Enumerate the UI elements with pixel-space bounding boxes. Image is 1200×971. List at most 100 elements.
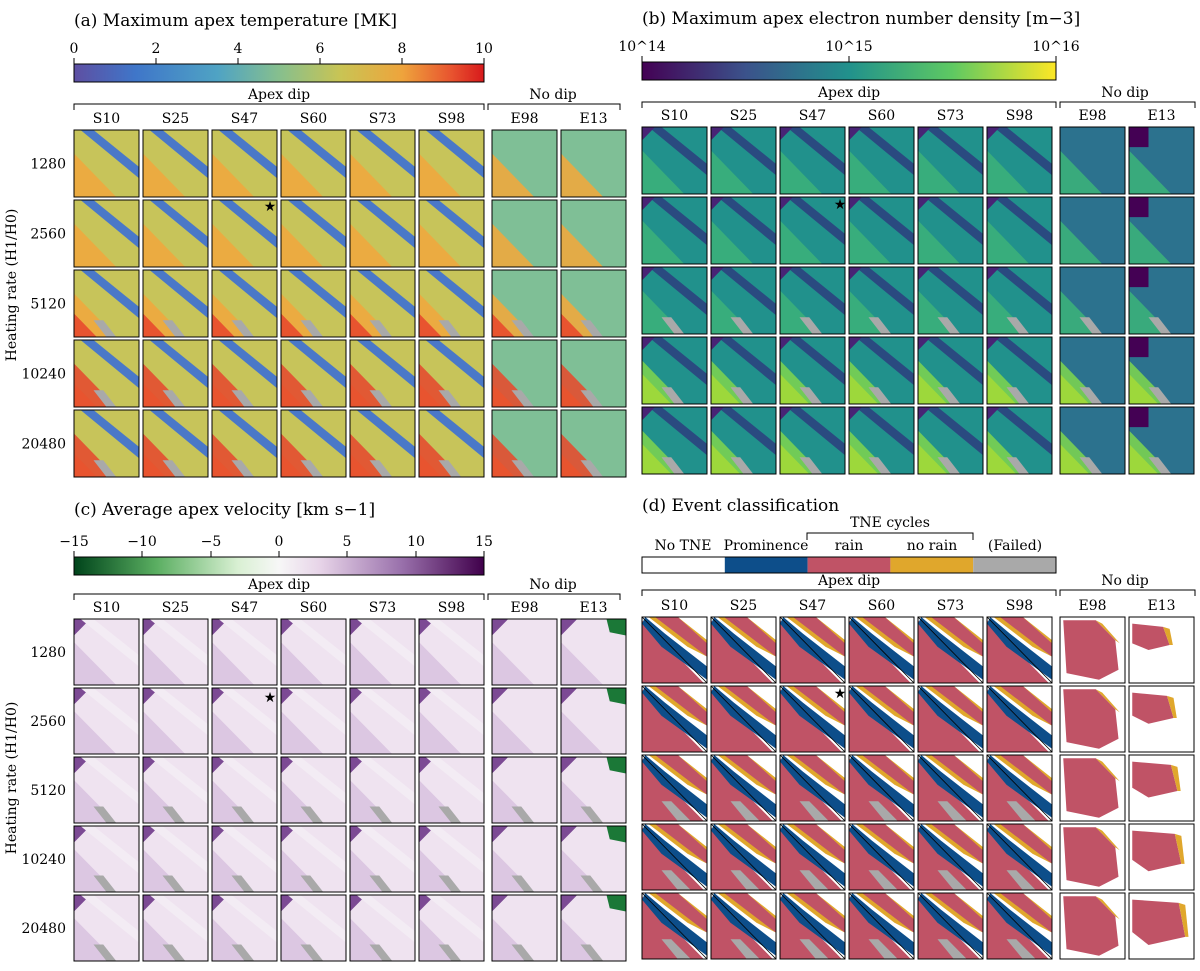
subplot-s25-20480 <box>710 406 777 475</box>
subplot-s10-2560 <box>73 687 140 755</box>
legend-swatch-2 <box>807 557 891 573</box>
subplot-s73-1280 <box>917 126 984 195</box>
subplot-s60-1280 <box>848 616 915 684</box>
subplot-s98-1280 <box>986 126 1053 195</box>
row-label-20480: 20480 <box>21 921 66 937</box>
cb-c-tick-5: 10 <box>407 534 425 550</box>
subplot-s60-20480 <box>280 409 347 478</box>
subplot-s73-20480 <box>917 892 984 960</box>
col-label-e98: E98 <box>1078 108 1106 124</box>
subplot-s47-5120 <box>211 756 278 824</box>
subplot-s73-2560 <box>917 685 984 753</box>
legend-group-bracket <box>806 532 974 540</box>
subplot-e98-1280 <box>491 129 558 198</box>
legend-swatch-3 <box>890 557 974 573</box>
subplot-s73-1280 <box>917 616 984 684</box>
cb-b-tick-0: 10^14 <box>618 39 665 55</box>
subplot-s25-10240 <box>142 339 209 408</box>
subplot-s10-20480 <box>73 894 140 962</box>
subplot-s73-5120 <box>917 754 984 822</box>
subplot-e98-2560 <box>1059 196 1126 265</box>
col-label-e13: E13 <box>1147 108 1175 124</box>
subplot-s47-1280 <box>211 129 278 198</box>
panel-d-bracket-apex <box>641 589 1057 596</box>
panel-b-bracket-nodip <box>1059 101 1196 108</box>
subplot-s60-10240 <box>848 336 915 405</box>
subplot-s98-5120 <box>418 269 485 338</box>
subplot-s10-1280 <box>73 618 140 686</box>
subplot-s25-20480 <box>710 892 777 960</box>
subplot-e13-20480 <box>1128 892 1195 960</box>
legend-frame <box>641 556 1057 574</box>
subplot-e13-10240 <box>1128 336 1195 405</box>
subplot-s98-20480 <box>986 892 1053 960</box>
panel-a-colorbar <box>73 63 485 83</box>
subplot-s25-5120 <box>142 756 209 824</box>
subplot-s98-2560 <box>418 199 485 268</box>
panel-d-star: ★ <box>834 686 847 702</box>
y-axis-label-top: Heating rate (H1/H0) <box>4 209 20 362</box>
panel-a-bracket-nodip <box>487 103 621 110</box>
subplot-s25-5120 <box>710 266 777 335</box>
subplot-s10-1280 <box>641 616 708 684</box>
row-label-1280: 1280 <box>30 157 66 173</box>
panel-c-group-no-dip: No dip <box>529 577 577 593</box>
row-label-10240: 10240 <box>21 852 66 868</box>
col-label-s60: S60 <box>868 598 895 614</box>
panel-c-grid: S10 S25 S47 S60 S73 S98 E98 E13 1280 2560 5120 1024… <box>21 600 627 962</box>
subplot-s10-10240 <box>641 823 708 891</box>
subplot-e13-2560 <box>560 199 627 268</box>
subplot-s60-1280 <box>848 126 915 195</box>
col-label-e98: E98 <box>1078 598 1106 614</box>
subplot-s10-5120 <box>641 266 708 335</box>
panel-b-colorbar-ticks: 10^14 10^15 10^16 <box>618 39 1080 62</box>
subplot-s60-20480 <box>280 894 347 962</box>
subplot-s25-10240 <box>710 336 777 405</box>
subplot-e98-2560 <box>491 687 558 755</box>
panel-c: (c) Average apex velocity [km s−1] −15 −… <box>21 500 627 962</box>
subplot-e98-1280 <box>1059 126 1126 195</box>
col-label-s10: S10 <box>93 111 120 127</box>
subplot-s47-10240 <box>211 339 278 408</box>
subplot-e98-10240 <box>491 825 558 893</box>
panel-d-group-no-dip: No dip <box>1101 573 1149 589</box>
subplot-s98-2560 <box>986 196 1053 265</box>
col-label-e98: E98 <box>510 600 538 616</box>
subplot-s10-2560 <box>641 196 708 265</box>
subplot-s73-5120 <box>349 756 416 824</box>
subplot-e13-2560 <box>560 687 627 755</box>
subplot-s25-2560 <box>710 685 777 753</box>
cb-a-tick-4: 8 <box>398 41 407 57</box>
subplot-s47-20480 <box>779 892 846 960</box>
subplot-s60-10240 <box>848 823 915 891</box>
panel-a-star: ★ <box>264 199 277 215</box>
col-label-s47: S47 <box>231 600 258 616</box>
subplot-e13-2560 <box>1128 685 1195 753</box>
subplot-s25-5120 <box>142 269 209 338</box>
panel-b-bracket-apex <box>641 101 1057 108</box>
row-label-1280: 1280 <box>30 645 66 661</box>
legend-swatch-1 <box>724 557 808 573</box>
legend-label-no-rain: no rain <box>907 538 957 554</box>
col-label-s47: S47 <box>799 598 826 614</box>
subplot-s60-2560 <box>280 199 347 268</box>
subplot-s73-1280 <box>349 618 416 686</box>
subplot-s98-2560 <box>986 685 1053 753</box>
panel-d: (d) Event classification TNE cycles No T… <box>641 496 1196 960</box>
subplot-s47-1280 <box>211 618 278 686</box>
subplot-s98-20480 <box>418 409 485 478</box>
subplot-s98-5120 <box>986 266 1053 335</box>
subplot-s47-2560 <box>779 196 846 265</box>
subplot-s25-10240 <box>710 823 777 891</box>
legend-swatch-0 <box>642 557 725 573</box>
subplot-s10-5120 <box>73 269 140 338</box>
subplot-s47-1280 <box>779 616 846 684</box>
subplot-e13-5120 <box>560 756 627 824</box>
subplot-s25-1280 <box>142 129 209 198</box>
row-label-2560: 2560 <box>30 714 66 730</box>
cb-c-tick-3: 0 <box>275 534 284 550</box>
col-label-e13: E13 <box>1147 598 1175 614</box>
subplot-s60-2560 <box>848 196 915 265</box>
subplot-s10-1280 <box>73 129 140 198</box>
